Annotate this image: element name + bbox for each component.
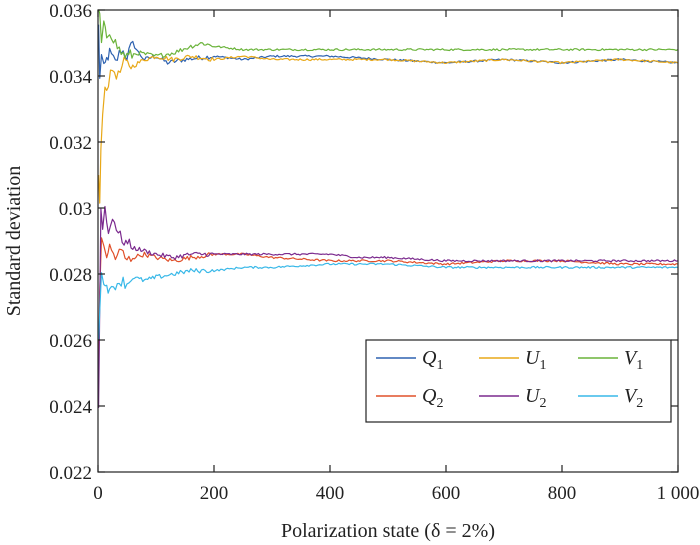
y-tick-label: 0.026 [49, 331, 92, 352]
legend-label-q1: Q1 [422, 347, 443, 373]
x-tick-label: 200 [200, 483, 229, 504]
plot-frame [97, 9, 679, 473]
legend-label-u1: U1 [525, 347, 546, 373]
y-tick-label: 0.022 [49, 463, 92, 484]
series-line-u1 [97, 54, 679, 204]
legend-label-q2: Q2 [422, 385, 443, 411]
series-line-v1 [98, 9, 679, 59]
series-line-u2 [97, 205, 679, 409]
legend-label-v1: V1 [624, 347, 643, 373]
legend: Q1 U1 V1 Q2 U2 V2 [365, 339, 672, 423]
x-tick-label: 600 [432, 483, 461, 504]
y-tick-label: 0.036 [49, 1, 92, 22]
legend-label-u2: U2 [525, 385, 546, 411]
y-tick-label: 0.03 [59, 199, 92, 220]
x-axis-title: Polarization state (δ = 2%) [281, 520, 495, 542]
legend-box [365, 339, 672, 423]
y-tick-label: 0.034 [49, 67, 92, 88]
legend-label-v2: V2 [624, 385, 643, 411]
y-tick-label: 0.028 [49, 265, 92, 286]
y-tick-label: 0.024 [49, 397, 92, 418]
series-line-v2 [97, 262, 679, 340]
series-line-q1 [97, 24, 679, 79]
x-tick-label: 1 000 [657, 483, 700, 504]
x-tick-label: 400 [316, 483, 345, 504]
axes-layer: 0 200 400 600 800 1 000 0.022 0.024 0.026 0.028 0.… [49, 1, 699, 504]
x-tick-label: 800 [548, 483, 577, 504]
series-line-q2 [97, 237, 679, 368]
x-tick-label: 0 [93, 483, 103, 504]
series-layer [97, 9, 679, 409]
y-tick-label: 0.032 [49, 133, 92, 154]
y-axis-title: Standard deviation [3, 166, 25, 317]
